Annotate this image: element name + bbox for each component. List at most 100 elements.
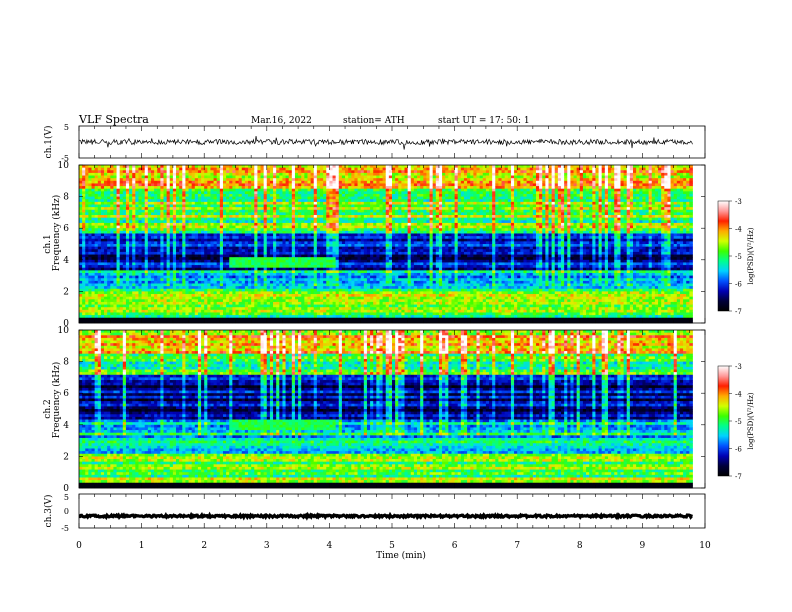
spectrogram-cell xyxy=(104,289,108,292)
spectrogram-cell xyxy=(132,165,136,168)
spectrogram-cell xyxy=(239,236,243,239)
spectrogram-cell xyxy=(214,178,218,181)
spectrogram-cell xyxy=(295,176,299,179)
spectrogram-cell xyxy=(273,312,277,315)
spectrogram-cell xyxy=(173,312,177,315)
spectrogram-cell xyxy=(195,299,199,302)
spectrogram-cell xyxy=(182,252,186,255)
spectrogram-cell xyxy=(104,305,108,308)
spectrogram-cell xyxy=(273,255,277,258)
spectrogram-cell xyxy=(329,173,333,176)
spectrogram-cell xyxy=(79,218,83,221)
spectrogram-cell xyxy=(207,173,211,176)
spectrogram-cell xyxy=(329,291,333,294)
spectrogram-cell xyxy=(289,281,293,284)
spectrogram-cell xyxy=(79,294,83,297)
spectrogram-cell xyxy=(232,191,236,194)
spectrogram-cell xyxy=(179,199,183,202)
spectrogram-cell xyxy=(242,197,246,200)
spectrogram-cell xyxy=(135,191,139,194)
spectrogram-cell xyxy=(314,276,318,279)
spectrogram-cell xyxy=(132,252,136,255)
spectrogram-cell xyxy=(207,249,211,252)
spectrogram-cell xyxy=(261,299,265,302)
spectrogram-cell xyxy=(232,268,236,271)
spectrogram-cell xyxy=(201,231,205,234)
spectrogram-cell xyxy=(110,178,114,181)
spectrogram-cell xyxy=(198,233,202,236)
spectrogram-cell xyxy=(148,294,152,297)
spectrogram-cell xyxy=(157,297,161,300)
spectrogram-cell xyxy=(254,255,258,258)
spectrogram-cell xyxy=(239,197,243,200)
spectrogram-cell xyxy=(142,299,146,302)
spectrogram-cell xyxy=(120,276,124,279)
spectrogram-cell xyxy=(273,212,277,215)
spectrogram-cell xyxy=(239,215,243,218)
spectrogram-cell xyxy=(323,318,327,321)
spectrogram-cell xyxy=(170,307,174,310)
spectrogram-cell xyxy=(176,260,180,263)
spectrogram-cell xyxy=(135,212,139,215)
spectrogram-cell xyxy=(148,297,152,300)
spectrogram-cell xyxy=(198,289,202,292)
spectrogram-cell xyxy=(160,249,164,252)
spectrogram-cell xyxy=(264,233,268,236)
spectrogram-cell xyxy=(207,170,211,173)
spectrogram-cell xyxy=(179,318,183,321)
spectrogram-cell xyxy=(326,257,330,260)
spectrogram-cell xyxy=(95,249,99,252)
spectrogram-cell xyxy=(179,286,183,289)
spectrogram-cell xyxy=(301,176,305,179)
spectrogram-cell xyxy=(101,255,105,258)
spectrogram-cell xyxy=(135,218,139,221)
spectrogram-cell xyxy=(311,205,315,208)
spectrogram-cell xyxy=(286,305,290,308)
spectrogram-cell xyxy=(320,247,324,250)
spectrogram-cell xyxy=(123,233,127,236)
spectrogram-cell xyxy=(79,247,83,250)
spectrogram-cell xyxy=(176,249,180,252)
spectrogram-cell xyxy=(207,252,211,255)
spectrogram-cell xyxy=(92,194,96,197)
spectrogram-cell xyxy=(207,191,211,194)
spectrogram-cell xyxy=(151,173,155,176)
spectrogram-cell xyxy=(154,312,158,315)
spectrogram-cell xyxy=(79,305,83,308)
spectrogram-cell xyxy=(88,268,92,271)
spectrogram-cell xyxy=(142,291,146,294)
spectrogram-cell xyxy=(104,244,108,247)
spectrogram-cell xyxy=(204,186,208,189)
spectrogram-cell xyxy=(138,281,142,284)
spectrogram-cell xyxy=(242,278,246,281)
spectrogram-cell xyxy=(245,239,249,242)
spectrogram-cell xyxy=(254,310,258,313)
spectrogram-cell xyxy=(311,194,315,197)
spectrogram-cell xyxy=(123,252,127,255)
spectrogram-cell xyxy=(320,168,324,171)
spectrogram-cell xyxy=(264,244,268,247)
spectrogram-cell xyxy=(279,207,283,210)
spectrogram-cell xyxy=(314,233,318,236)
spectrogram-cell xyxy=(229,199,233,202)
spectrogram-cell xyxy=(185,183,189,186)
spectrogram-cell xyxy=(151,302,155,305)
spectrogram-cell xyxy=(123,202,127,205)
spectrogram-cell xyxy=(295,247,299,250)
spectrogram-cell xyxy=(323,197,327,200)
spectrogram-cell xyxy=(229,297,233,300)
spectrogram-cell xyxy=(301,289,305,292)
spectrogram-cell xyxy=(226,176,230,179)
spectrogram-cell xyxy=(185,302,189,305)
spectrogram-cell xyxy=(138,228,142,231)
spectrogram-cell xyxy=(132,218,136,221)
spectrogram-cell xyxy=(229,244,233,247)
spectrogram-cell xyxy=(326,299,330,302)
spectrogram-cell xyxy=(236,194,240,197)
spectrogram-cell xyxy=(301,168,305,171)
spectrogram-cell xyxy=(236,299,240,302)
spectrogram-cell xyxy=(179,226,183,229)
spectrogram-cell xyxy=(229,228,233,231)
spectrogram-cell xyxy=(311,257,315,260)
spectrogram-cell xyxy=(88,215,92,218)
